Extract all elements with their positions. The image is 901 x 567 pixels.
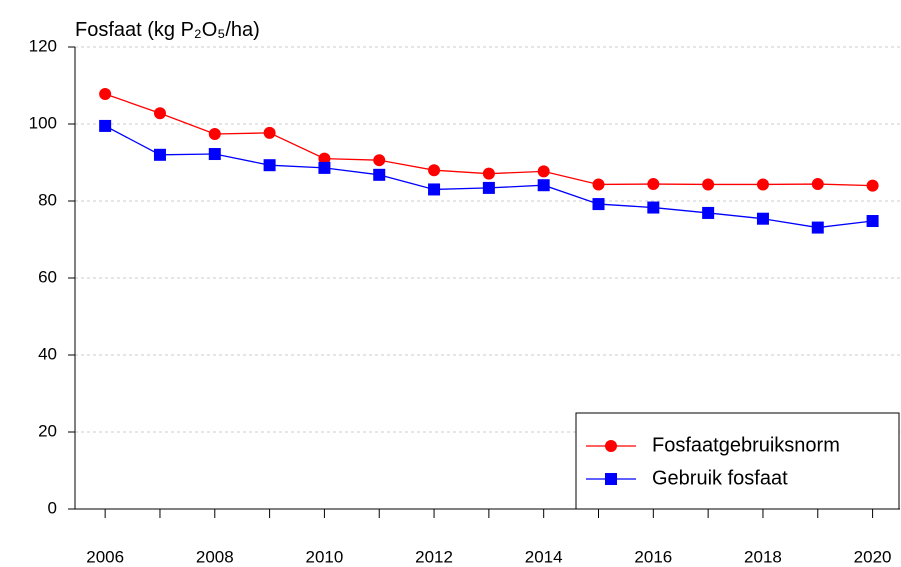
data-point — [482, 181, 495, 194]
data-point — [647, 178, 660, 191]
data-point — [647, 201, 660, 214]
x-tick-label: 2016 — [634, 547, 672, 566]
legend-box — [575, 412, 900, 510]
x-tick-label: 2012 — [415, 547, 453, 566]
data-point — [866, 215, 879, 228]
data-point — [537, 179, 550, 192]
legend-marker — [605, 473, 617, 485]
data-point — [428, 183, 441, 196]
data-point — [811, 178, 824, 191]
data-point — [99, 119, 112, 132]
data-point — [702, 206, 715, 219]
y-tick-label: 40 — [38, 344, 57, 363]
data-point — [702, 178, 715, 191]
y-tick-label: 80 — [38, 190, 57, 209]
y-tick-label: 0 — [48, 498, 57, 517]
data-point — [153, 107, 166, 120]
data-point — [373, 168, 386, 181]
data-point — [318, 152, 331, 165]
data-point — [592, 178, 605, 191]
x-tick-label: 2018 — [744, 547, 782, 566]
y-tick-label: 120 — [29, 36, 57, 55]
data-point — [99, 87, 112, 100]
data-point — [428, 164, 441, 177]
x-tick-label: 2010 — [306, 547, 344, 566]
legend-marker — [605, 440, 617, 452]
x-tick-label: 2020 — [854, 547, 892, 566]
data-point — [263, 159, 276, 172]
data-point — [592, 198, 605, 211]
data-point — [373, 154, 386, 167]
x-tick-label: 2006 — [86, 547, 124, 566]
y-tick-label: 100 — [29, 113, 57, 132]
x-tick-label: 2014 — [525, 547, 563, 566]
y-tick-label: 20 — [38, 421, 57, 440]
data-point — [153, 148, 166, 161]
data-point — [482, 167, 495, 180]
data-point — [537, 165, 550, 178]
legend-label: Gebruik fosfaat — [652, 467, 788, 489]
y-tick-label: 60 — [38, 267, 57, 286]
data-point — [208, 128, 221, 141]
x-tick-label: 2008 — [196, 547, 234, 566]
data-point — [756, 178, 769, 191]
data-point — [866, 179, 879, 192]
data-point — [263, 126, 276, 139]
data-point — [208, 148, 221, 161]
data-point — [756, 212, 769, 225]
data-point — [318, 161, 331, 174]
data-point — [811, 221, 824, 234]
chart-title: Fosfaat (kg P₂O₅/ha) — [75, 19, 260, 41]
legend-label: Fosfaatgebruiksnorm — [652, 434, 840, 456]
